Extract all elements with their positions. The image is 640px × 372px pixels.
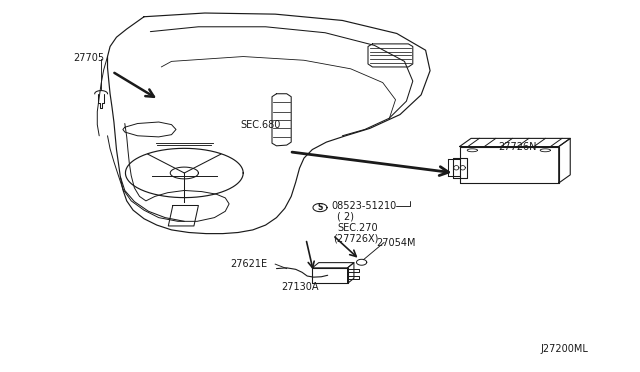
Text: 27130A: 27130A [282, 282, 319, 292]
Text: 27621E: 27621E [230, 259, 268, 269]
Text: ( 2): ( 2) [337, 212, 355, 221]
Text: (27726X): (27726X) [333, 233, 379, 243]
Text: 08523-51210: 08523-51210 [332, 202, 397, 211]
Text: S: S [317, 203, 323, 212]
Text: 27726N: 27726N [498, 142, 536, 152]
Text: 27054M: 27054M [376, 238, 416, 247]
Text: 27705: 27705 [74, 53, 105, 62]
Text: SEC.680: SEC.680 [240, 120, 280, 129]
Text: SEC.270: SEC.270 [337, 223, 378, 232]
Text: J27200ML: J27200ML [541, 344, 589, 354]
